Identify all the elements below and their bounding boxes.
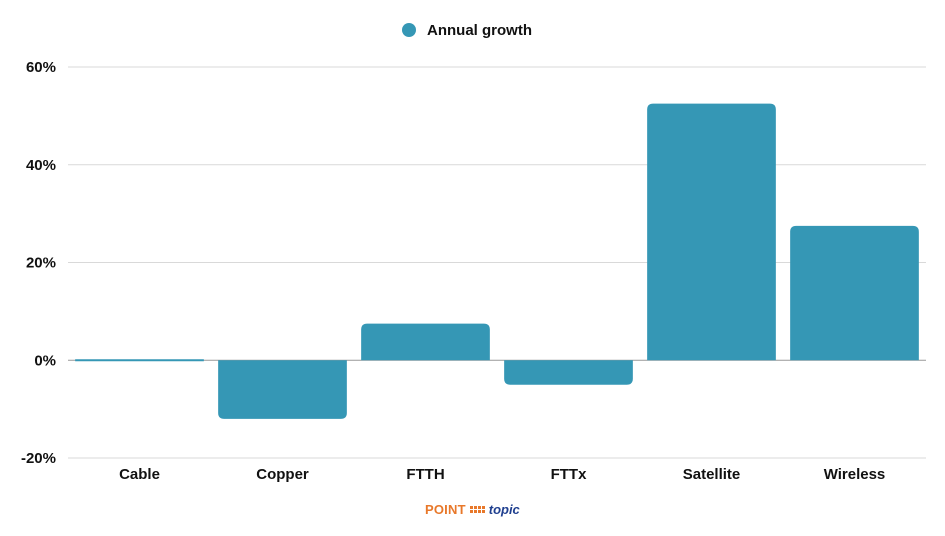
logo-suffix: topic	[488, 502, 520, 517]
y-tick-label: -20%	[21, 450, 56, 467]
y-tick-label: 20%	[26, 255, 56, 272]
bar-copper[interactable]	[218, 360, 347, 419]
y-axis-ticks: -20% 0% 20% 40% 60%	[21, 59, 56, 467]
gridlines	[68, 66, 926, 459]
y-tick-label: 40%	[26, 157, 56, 174]
bar-fttx[interactable]	[504, 360, 633, 385]
y-tick-label: 0%	[34, 352, 56, 369]
x-tick-label: Cable	[119, 466, 160, 483]
x-tick-label: FTTx	[551, 466, 587, 483]
y-tick-label: 60%	[26, 59, 56, 76]
point-topic-logo: POINT topic	[425, 502, 520, 517]
bar-ftth[interactable]	[361, 323, 490, 361]
x-tick-label: Satellite	[683, 466, 741, 483]
bars	[75, 103, 919, 419]
logo-dots-icon	[469, 506, 485, 513]
x-tick-label: Copper	[256, 466, 309, 483]
legend-swatch	[402, 23, 416, 37]
x-tick-label: Wireless	[824, 466, 886, 483]
bar-satellite[interactable]	[647, 103, 776, 361]
x-tick-label: FTTH	[406, 466, 444, 483]
legend-label: Annual growth	[427, 22, 532, 39]
bar-wireless[interactable]	[790, 225, 919, 361]
legend[interactable]: Annual growth	[402, 22, 532, 39]
logo-brand: POINT	[425, 502, 466, 517]
bar-cable[interactable]	[75, 359, 204, 362]
x-axis-ticks: Cable Copper FTTH FTTx Satellite Wireless	[119, 466, 885, 483]
